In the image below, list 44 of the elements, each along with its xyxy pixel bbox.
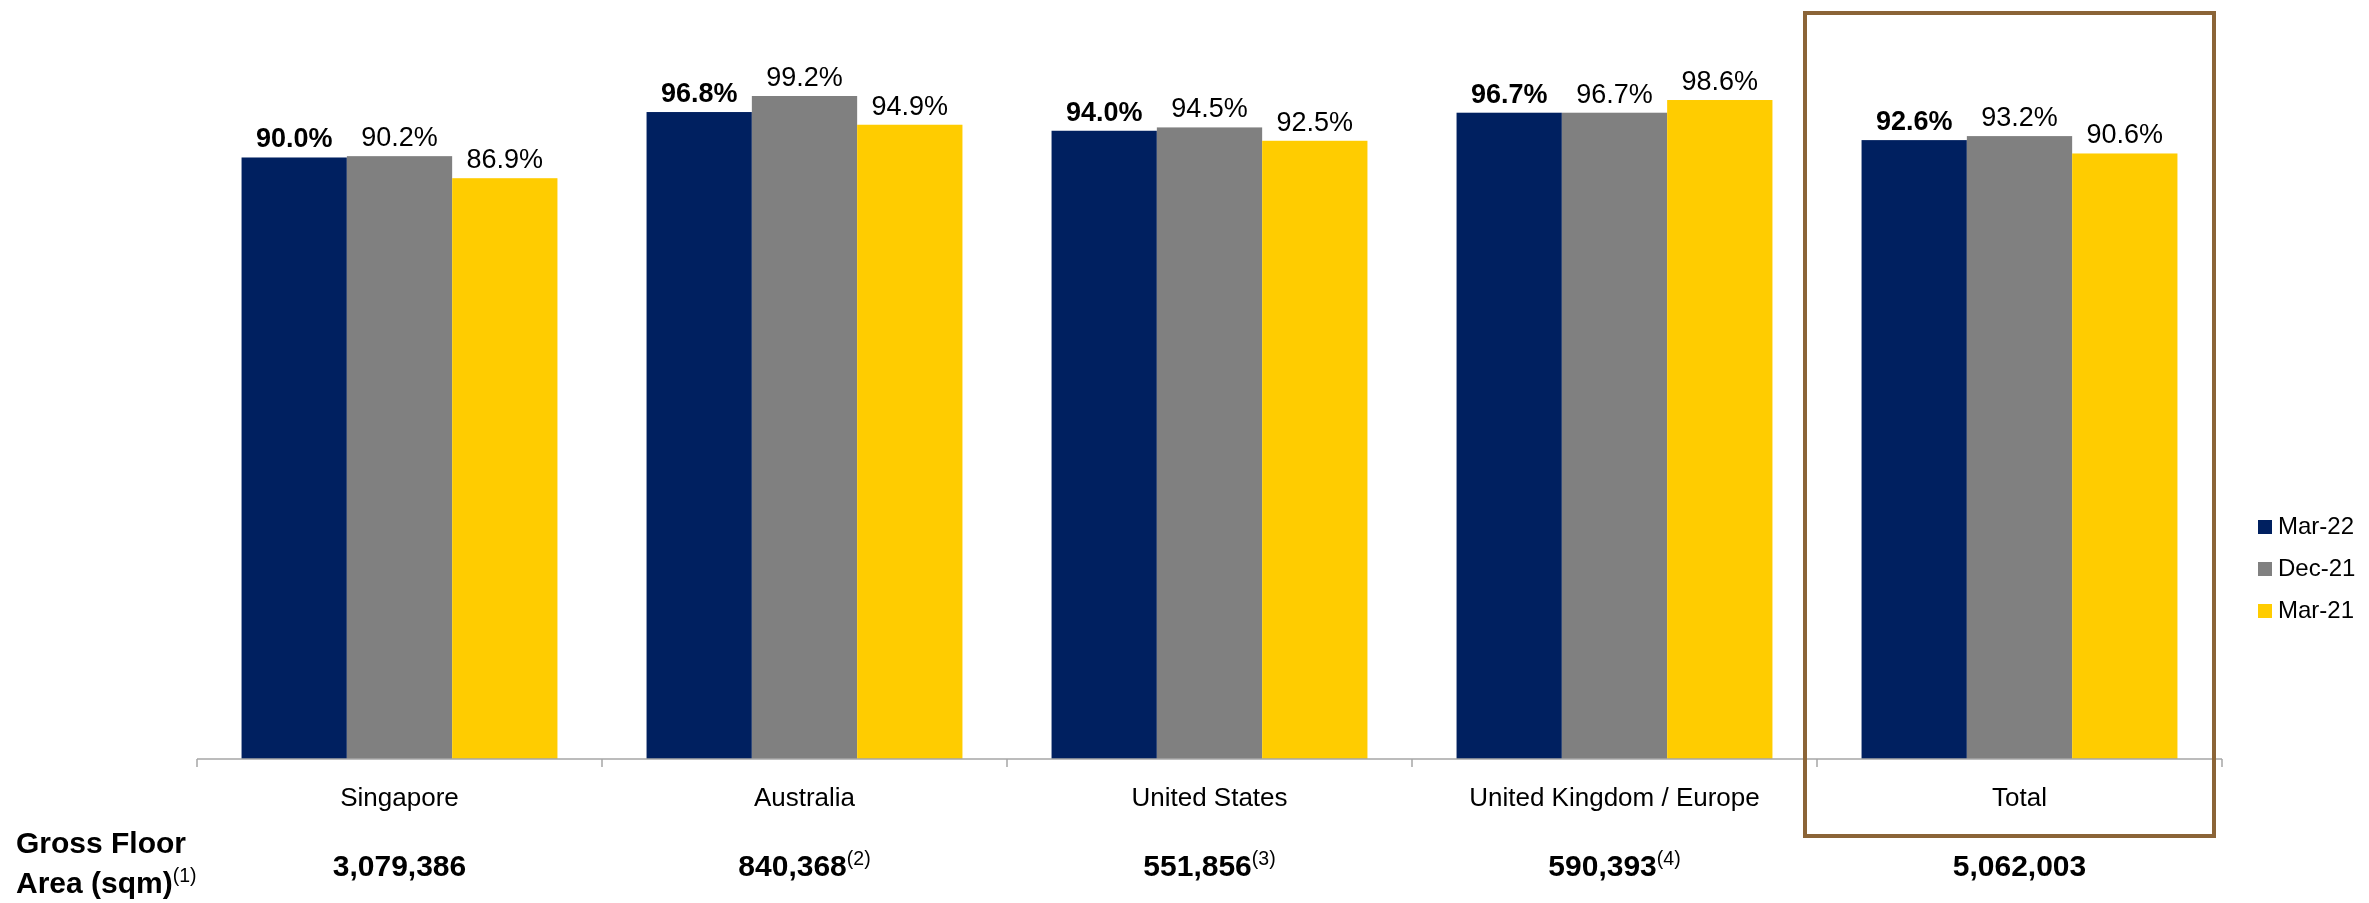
text: 840,368$^{(2)}$	[738, 847, 871, 882]
bar	[1861, 140, 1967, 759]
bar	[1156, 127, 1263, 759]
text: 5,062,003	[1952, 849, 2087, 882]
bar	[857, 124, 963, 759]
x-tick-label: Total	[1992, 782, 2047, 812]
bar	[1262, 140, 1368, 759]
legend-label: Dec-21	[2278, 554, 2356, 582]
x-tick-label: United States	[1131, 782, 1288, 812]
data-label: 90.6%	[2086, 119, 2164, 150]
bar	[2072, 153, 2178, 759]
data-label: 96.7%	[1470, 78, 1548, 109]
bar	[241, 157, 347, 759]
legend-label: Mar-22	[2278, 512, 2355, 540]
bar	[1667, 100, 1773, 759]
data-label: 98.6%	[1681, 66, 1759, 97]
x-tick-label: Singapore	[340, 782, 459, 812]
bar	[1456, 112, 1562, 759]
bar	[346, 156, 453, 759]
bar	[1966, 136, 2073, 759]
text: 551,856$^{(3)}$	[1143, 847, 1276, 882]
text: 590,393$^{(4)}$	[1548, 847, 1681, 882]
data-label: 90.0%	[255, 123, 333, 154]
data-label: 92.5%	[1276, 106, 1354, 137]
data-label: 90.2%	[361, 122, 438, 153]
data-label: 92.6%	[1875, 106, 1953, 137]
data-label: 99.2%	[766, 62, 843, 92]
bar	[1561, 112, 1668, 759]
x-tick-label: United Kingdom / Europe	[1469, 782, 1760, 812]
x-tick-label: Australia	[753, 782, 856, 812]
bar	[1051, 130, 1157, 759]
text: Gross Floor Area (sqm)$^{(1)}$	[16, 826, 197, 899]
data-label: 94.9%	[871, 90, 949, 121]
data-label: 86.9%	[466, 144, 544, 175]
data-label: 96.8%	[660, 78, 738, 109]
data-label: 94.5%	[1171, 93, 1248, 124]
bar	[452, 178, 558, 759]
legend-label: Mar-21	[2278, 596, 2355, 624]
data-label: 94.0%	[1065, 96, 1143, 127]
bar	[751, 96, 858, 759]
data-label: 93.2%	[1981, 102, 2058, 133]
data-label: 96.7%	[1576, 78, 1653, 109]
text: 3,079,386	[332, 849, 467, 882]
bar	[646, 112, 752, 759]
